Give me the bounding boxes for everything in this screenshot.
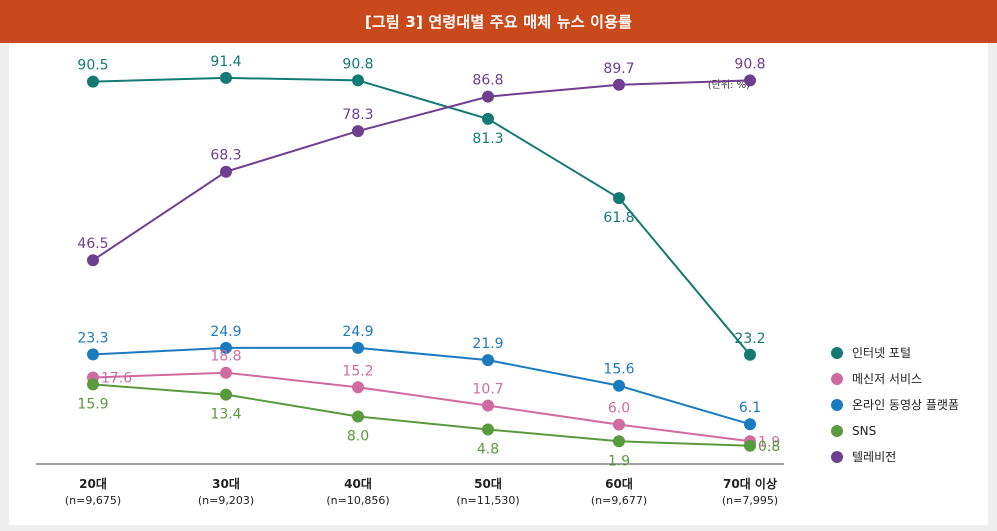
- data-point: [87, 75, 99, 88]
- x-tick-sample-size: (n=10,856): [326, 494, 389, 507]
- x-axis-labels: 20대 (n=9,675) 30대 (n=9,203) 40대 (n=10,856) 50대…: [65, 476, 778, 507]
- data-point: [482, 112, 494, 125]
- data-label: 23.3: [77, 330, 108, 346]
- data-point: [613, 192, 625, 205]
- data-label: 24.9: [342, 324, 373, 340]
- data-point: [613, 435, 625, 448]
- data-label: 15.2: [342, 363, 373, 379]
- data-label: 91.4: [210, 54, 241, 70]
- data-point: [744, 439, 756, 452]
- x-tick-label: 40대: [344, 477, 372, 491]
- data-label: 0.8: [758, 439, 780, 455]
- data-label: 46.5: [77, 236, 108, 252]
- data-point: [220, 71, 232, 84]
- data-point: [220, 165, 232, 178]
- x-tick-sample-size: (n=9,203): [198, 494, 254, 507]
- data-point: [87, 378, 99, 391]
- x-tick-sample-size: (n=11,530): [456, 494, 519, 507]
- legend-marker: [831, 451, 843, 463]
- data-label: 8.0: [347, 429, 369, 445]
- data-point: [482, 423, 494, 436]
- data-label: 1.9: [758, 434, 780, 450]
- data-label: 89.7: [603, 61, 634, 77]
- data-label: 15.9: [77, 396, 108, 412]
- data-label: 61.8: [603, 210, 634, 226]
- series-line-0: [92, 76, 751, 356]
- data-point: [744, 418, 756, 431]
- data-label: 6.1: [739, 400, 761, 416]
- data-label: 18.8: [210, 349, 241, 365]
- data-labels: 90.5 91.4 90.8 81.3 61.8 23.2 17.6 18.8 15.2 10.7…: [77, 54, 780, 469]
- legend-marker: [831, 373, 843, 385]
- data-label: 68.3: [210, 148, 241, 164]
- data-label: 1.9: [608, 453, 630, 469]
- data-point: [352, 125, 364, 138]
- data-point: [87, 254, 99, 267]
- data-label: 90.5: [77, 58, 108, 74]
- legend-entry: 메신저 서비스: [852, 372, 922, 386]
- data-label: 6.0: [608, 401, 630, 417]
- legend-marker: [831, 425, 843, 437]
- data-point: [613, 379, 625, 392]
- series-line-1: [92, 371, 751, 443]
- legend-entry: 온라인 동영상 플랫폼: [852, 398, 959, 412]
- data-point: [744, 74, 756, 87]
- data-point: [220, 388, 232, 401]
- data-label: 81.3: [472, 131, 503, 147]
- x-tick-label: 30대: [212, 477, 240, 491]
- data-label: 23.2: [734, 331, 765, 347]
- data-point: [352, 381, 364, 394]
- legend-entry: 인터넷 포털: [852, 346, 911, 360]
- data-point: [744, 348, 756, 361]
- data-point: [482, 90, 494, 103]
- data-label: 86.8: [472, 73, 503, 89]
- chart-title: [그림 3] 연령대별 주요 매체 뉴스 이용률: [364, 13, 633, 31]
- series-points: [87, 71, 756, 452]
- series-line-4: [92, 79, 751, 262]
- chart-panel: (단위: %) 90.5 91.4 90.8 81.3 61.8 23.2 17.6 18.8…: [9, 43, 988, 525]
- data-point: [613, 418, 625, 431]
- legend-marker: [831, 347, 843, 359]
- x-tick-sample-size: (n=9,677): [591, 494, 647, 507]
- line-chart: (단위: %) 90.5 91.4 90.881.361.823.217.618.8…: [36, 54, 959, 507]
- data-point: [352, 341, 364, 354]
- chart-header: [그림 3] 연령대별 주요 매체 뉴스 이용률: [0, 0, 997, 43]
- x-tick-label: 60대: [605, 477, 633, 491]
- data-point: [613, 78, 625, 91]
- data-point: [220, 341, 232, 354]
- x-tick-sample-size: (n=9,675): [65, 494, 121, 507]
- legend-entry: 텔레비전: [852, 450, 896, 464]
- data-point: [352, 410, 364, 423]
- data-label: 24.9: [210, 324, 241, 340]
- x-tick-label: 50대: [474, 477, 502, 491]
- series-line-3: [92, 383, 751, 447]
- data-label: 13.4: [210, 407, 241, 423]
- legend-entry: SNS: [852, 424, 876, 438]
- data-label: 4.8: [477, 442, 499, 458]
- data-label: 17.6: [101, 371, 132, 387]
- data-label: 90.8: [342, 56, 373, 72]
- x-tick-label: 70대 이상: [723, 476, 777, 491]
- x-tick-sample-size: (n=7,995): [722, 494, 778, 507]
- data-label: 90.8: [734, 56, 765, 72]
- data-point: [352, 74, 364, 87]
- data-point: [482, 399, 494, 412]
- legend-marker: [831, 399, 843, 411]
- data-label: 15.6: [603, 362, 634, 378]
- x-tick-label: 20대: [79, 477, 107, 491]
- data-label: 10.7: [472, 382, 503, 398]
- data-label: 21.9: [472, 336, 503, 352]
- data-point: [482, 354, 494, 367]
- data-point: [87, 348, 99, 361]
- series-lines: [92, 76, 751, 447]
- series-line-2: [92, 346, 751, 426]
- data-point: [220, 366, 232, 379]
- data-label: 78.3: [342, 107, 373, 123]
